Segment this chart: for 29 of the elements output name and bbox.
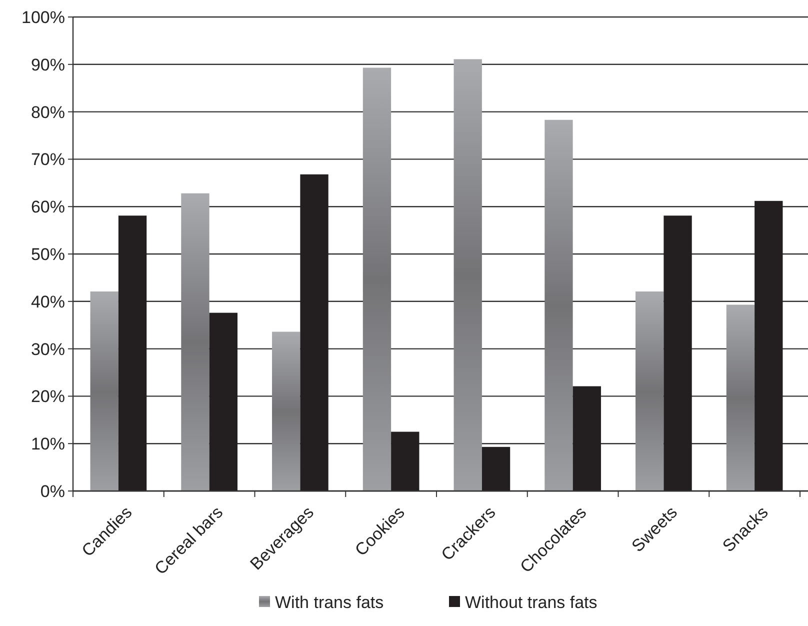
bar (118, 216, 147, 491)
bar (454, 59, 482, 491)
y-tick-label: 100% (22, 8, 65, 27)
y-tick-label: 90% (30, 55, 65, 74)
bar (754, 200, 783, 491)
y-tick-label: 10% (30, 434, 65, 454)
bar (362, 68, 392, 491)
y-tick-label: 80% (30, 102, 65, 122)
y-tick-label: 20% (30, 387, 65, 406)
bar (391, 432, 420, 491)
legend-label: With trans fats (275, 592, 384, 612)
bar (181, 193, 210, 491)
bar (272, 332, 300, 491)
y-tick-label: 0% (40, 482, 65, 501)
bar (572, 386, 601, 491)
legend-label: Without trans fats (465, 592, 598, 612)
bar (482, 446, 510, 491)
bar (726, 304, 755, 491)
bar (664, 216, 692, 491)
bar (90, 291, 118, 491)
y-tick-label: 60% (30, 198, 65, 217)
bar (209, 312, 238, 491)
bar (636, 291, 664, 491)
y-tick-label: 70% (30, 150, 65, 170)
y-tick-label: 30% (30, 340, 65, 359)
y-tick-label: 40% (30, 292, 65, 312)
bar (300, 174, 328, 491)
bar (544, 120, 573, 491)
y-tick-label: 50% (30, 244, 65, 264)
